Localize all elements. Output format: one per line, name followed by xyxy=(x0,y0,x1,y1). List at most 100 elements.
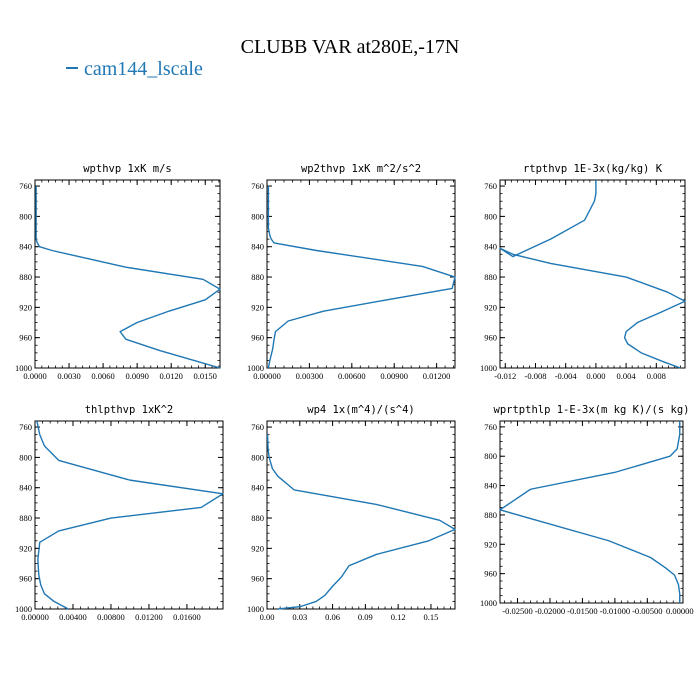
x-tick-label: 0.06 xyxy=(325,612,340,622)
panel-6: wprtpthlp 1-E-3x(m kg K)/(s kg) 760 800 840… xyxy=(480,404,694,616)
x-tick-label: 0.03 xyxy=(292,612,307,622)
x-tick-label: 0.00600 xyxy=(338,371,366,381)
panel-title: wprtpthlp 1-E-3x(m kg K)/(s kg) xyxy=(494,404,690,416)
x-tick-label: 0.008 xyxy=(647,371,666,381)
series-line xyxy=(499,180,686,369)
x-tick-label: -0.00500 xyxy=(632,606,662,616)
y-tick-label: 840 xyxy=(484,242,497,252)
y-tick-label: 1000 xyxy=(15,604,32,614)
x-tick-label: 0.01600 xyxy=(173,612,201,622)
x-tick-label: 0.00000 xyxy=(21,612,49,622)
x-tick-label: 0.0030 xyxy=(57,371,80,381)
y-tick-label: 760 xyxy=(251,181,264,191)
y-tick-label: 840 xyxy=(19,483,32,493)
x-tick-label: 0.004 xyxy=(617,371,637,381)
y-tick-label: 1000 xyxy=(480,598,497,608)
y-tick-label: 800 xyxy=(251,211,264,221)
y-tick-label: 800 xyxy=(251,452,264,462)
x-tick-label: 0.00800 xyxy=(97,612,125,622)
panel-title: rtpthvp 1E-3x(kg/kg) K xyxy=(523,163,663,175)
y-tick-label: 800 xyxy=(484,211,497,221)
y-tick-label: 960 xyxy=(484,333,497,343)
y-tick-label: 760 xyxy=(251,422,264,432)
y-tick-label: 960 xyxy=(251,574,264,584)
series-line xyxy=(499,421,681,603)
y-tick-label: 920 xyxy=(251,543,264,553)
plot-frame xyxy=(266,179,456,369)
y-tick-label: 800 xyxy=(484,451,497,461)
y-tick-label: 920 xyxy=(19,543,32,553)
plot-frame xyxy=(499,420,684,604)
x-tick-label: 0.00300 xyxy=(296,371,324,381)
x-tick-label: -0.02500 xyxy=(502,606,532,616)
series-line xyxy=(36,420,224,610)
x-tick-label: 0.12 xyxy=(391,612,406,622)
y-tick-label: 1000 xyxy=(247,363,264,373)
plot-frame xyxy=(34,420,224,610)
x-tick-label: -0.012 xyxy=(494,371,516,381)
y-tick-label: 880 xyxy=(19,513,32,523)
panel-4: thlpthvp 1xK^276080084088092096010000.00… xyxy=(15,404,224,622)
y-tick-label: 880 xyxy=(251,513,264,523)
y-tick-label: 960 xyxy=(251,333,264,343)
legend-label: cam144_lscale xyxy=(84,58,203,80)
panel-title: wp4 1x(m^4)/(s^4) xyxy=(307,404,414,416)
x-tick-label: 0.00000 xyxy=(666,606,694,616)
y-tick-label: 1000 xyxy=(15,363,32,373)
panel-1: wpthvp 1xK m/s76080084088092096010000.00… xyxy=(15,163,221,381)
x-tick-label: -0.02000 xyxy=(535,606,565,616)
panel-title: wp2thvp 1xK m^2/s^2 xyxy=(301,163,421,175)
x-tick-label: 0.15 xyxy=(424,612,439,622)
x-tick-label: -0.01000 xyxy=(600,606,630,616)
y-tick-label: 880 xyxy=(251,272,264,282)
x-tick-label: -0.004 xyxy=(555,371,578,381)
x-tick-label: -0.008 xyxy=(525,371,547,381)
x-tick-label: 0.0060 xyxy=(91,371,114,381)
y-tick-label: 840 xyxy=(251,483,264,493)
y-tick-label: 800 xyxy=(19,452,32,462)
y-tick-label: 1000 xyxy=(247,604,264,614)
panel-2: wp2thvp 1xK m^2/s^2 760 800 840 880 920 960 100… xyxy=(247,163,456,381)
y-tick-label: 920 xyxy=(484,302,497,312)
x-tick-label: 0.00 xyxy=(260,612,275,622)
x-tick-label: 0.0150 xyxy=(194,371,217,381)
y-tick-label: 1000 xyxy=(480,363,497,373)
y-tick-label: 920 xyxy=(484,539,497,549)
y-tick-label: 760 xyxy=(484,181,497,191)
panel-3: rtpthvp 1E-3x(kg/kg) K 760 800 840 880 920 960… xyxy=(480,163,686,381)
x-tick-label: 0.0000 xyxy=(23,371,46,381)
panel-title: thlpthvp 1xK^2 xyxy=(85,404,174,416)
y-tick-label: 920 xyxy=(251,302,264,312)
y-tick-label: 800 xyxy=(19,211,32,221)
series-line xyxy=(266,434,456,610)
y-tick-label: 960 xyxy=(19,333,32,343)
x-tick-label: 0.00000 xyxy=(253,371,281,381)
y-tick-label: 760 xyxy=(484,422,497,432)
series-line xyxy=(267,186,456,369)
legend: cam144_lscale xyxy=(66,58,203,81)
x-tick-label: 0.0120 xyxy=(160,371,183,381)
y-tick-label: 880 xyxy=(19,272,32,282)
x-tick-label: 0.01200 xyxy=(135,612,163,622)
panel-title: wpthvp 1xK m/s xyxy=(83,163,172,175)
plot-frame xyxy=(34,179,221,369)
y-tick-label: 840 xyxy=(251,242,264,252)
x-tick-label: 0.00900 xyxy=(380,371,408,381)
y-tick-label: 840 xyxy=(484,481,497,491)
x-tick-label: 0.00400 xyxy=(59,612,87,622)
y-tick-label: 760 xyxy=(19,181,32,191)
y-tick-label: 880 xyxy=(484,510,497,520)
plot-frame xyxy=(266,420,456,610)
y-tick-label: 760 xyxy=(19,422,32,432)
figure-title: CLUBB VAR at280E,-17N xyxy=(240,36,460,58)
x-tick-label: -0.01500 xyxy=(567,606,597,616)
x-tick-label: 0.0090 xyxy=(125,371,148,381)
y-tick-label: 960 xyxy=(19,574,32,584)
y-tick-label: 840 xyxy=(19,242,32,252)
x-tick-label: 0.000 xyxy=(586,371,605,381)
y-tick-label: 920 xyxy=(19,302,32,312)
legend-line-marker xyxy=(66,67,78,70)
series-line xyxy=(35,186,221,369)
